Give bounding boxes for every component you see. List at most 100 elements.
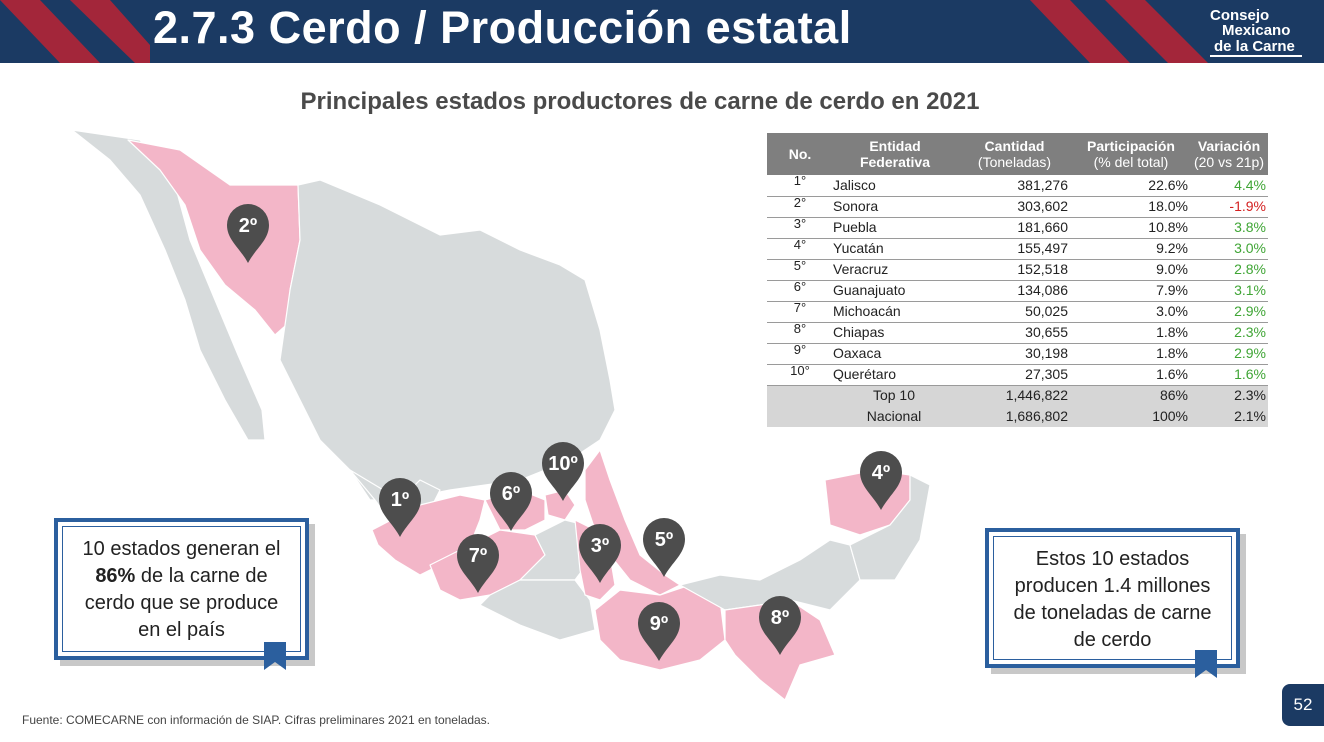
pin-9: 9º: [638, 602, 680, 661]
rank-cell: 10°: [767, 364, 833, 386]
entidad-cell: Oaxaca: [833, 343, 957, 365]
participacion-cell: 10.8%: [1072, 217, 1190, 239]
table-row: 1° Jalisco 381,276 22.6% 4.4%: [767, 174, 1268, 197]
production-table: No. Entidad Federativa Cantidad (Toneladas…: [767, 133, 1268, 427]
map-north: [279, 179, 616, 501]
participacion-cell: 9.0%: [1072, 259, 1190, 281]
map-sonora: [127, 139, 301, 336]
cantidad-cell: 381,276: [957, 175, 1072, 197]
table-row: 9° Oaxaca 30,198 1.8% 2.9%: [767, 343, 1268, 365]
svg-text:6º: 6º: [502, 483, 520, 505]
map-pins: 2º 1º 6º 10º 7º 3º 5º 9º: [227, 204, 902, 661]
variacion-cell: -1.9%: [1190, 196, 1268, 218]
total-row: Nacional 1,686,802 100% 2.1%: [767, 406, 1268, 427]
variacion-cell: 3.8%: [1190, 217, 1268, 239]
map-quintana-roo: [849, 474, 931, 581]
table-row: 6° Guanajuato 134,086 7.9% 3.1%: [767, 280, 1268, 302]
entidad-cell: Sonora: [833, 196, 957, 218]
participacion-cell: 18.0%: [1072, 196, 1190, 218]
entidad-cell: Querétaro: [833, 364, 957, 386]
bookmark-icon: [1195, 650, 1217, 678]
participacion-cell: 22.6%: [1072, 175, 1190, 197]
svg-text:7º: 7º: [469, 545, 487, 567]
entidad-cell: Chiapas: [833, 322, 957, 344]
variacion-cell: 3.1%: [1190, 280, 1268, 302]
entidad-cell: Veracruz: [833, 259, 957, 281]
entidad-cell: Yucatán: [833, 238, 957, 260]
cantidad-cell: 27,305: [957, 364, 1072, 386]
header-entidad: Entidad Federativa: [833, 133, 957, 175]
svg-text:3º: 3º: [591, 535, 609, 557]
cantidad-cell: 303,602: [957, 196, 1072, 218]
chart-subtitle: Principales estados productores de carne…: [300, 88, 980, 115]
svg-text:4º: 4º: [872, 462, 890, 484]
pin-4: 4º: [860, 451, 902, 510]
cantidad-cell: 50,025: [957, 301, 1072, 323]
header-bar: 2.7.3 Cerdo / Producción estatal Consejo…: [0, 0, 1324, 63]
total-participacion-cell: 86%: [1072, 385, 1190, 406]
page-number: 52: [1282, 684, 1324, 726]
rank-cell: 6°: [767, 280, 833, 302]
pin-6: 6º: [490, 472, 532, 531]
callout-left: 10 estados generan el 86% de la carne de…: [54, 518, 309, 670]
svg-text:5º: 5º: [655, 529, 673, 551]
header-decoration-left: [0, 0, 150, 63]
rank-cell: 3°: [767, 217, 833, 239]
header-no: No.: [767, 133, 833, 175]
table-header-row: No. Entidad Federativa Cantidad (Toneladas…: [767, 133, 1268, 175]
variacion-cell: 2.8%: [1190, 259, 1268, 281]
cantidad-cell: 134,086: [957, 280, 1072, 302]
pin-10: 10º: [542, 442, 584, 501]
cantidad-cell: 152,518: [957, 259, 1072, 281]
map-baja-california: [71, 129, 266, 441]
pin-2: 2º: [227, 204, 269, 263]
header-decoration-right: [1030, 0, 1208, 63]
rank-cell: 1°: [767, 174, 833, 197]
svg-text:10º: 10º: [548, 453, 578, 475]
table-row: 2° Sonora 303,602 18.0% -1.9%: [767, 196, 1268, 218]
svg-text:8º: 8º: [771, 607, 789, 629]
table-row: 4° Yucatán 155,497 9.2% 3.0%: [767, 238, 1268, 260]
cantidad-cell: 30,198: [957, 343, 1072, 365]
entidad-cell: Michoacán: [833, 301, 957, 323]
bookmark-icon: [264, 642, 286, 670]
total-participacion-cell: 100%: [1072, 406, 1190, 427]
table-row: 7° Michoacán 50,025 3.0% 2.9%: [767, 301, 1268, 323]
variacion-cell: 3.0%: [1190, 238, 1268, 260]
rank-cell: 4°: [767, 238, 833, 260]
entidad-cell: Jalisco: [833, 175, 957, 197]
svg-text:1º: 1º: [391, 489, 409, 511]
cantidad-cell: 155,497: [957, 238, 1072, 260]
participacion-cell: 1.6%: [1072, 364, 1190, 386]
source-footnote: Fuente: COMECARNE con información de SIA…: [22, 713, 491, 727]
total-cantidad-cell: 1,446,822: [957, 385, 1072, 406]
rank-cell: 9°: [767, 343, 833, 365]
entidad-cell: Guanajuato: [833, 280, 957, 302]
logo: Consejo Mexicano de la Carne: [1210, 8, 1310, 57]
participacion-cell: 9.2%: [1072, 238, 1190, 260]
rank-cell: 5°: [767, 259, 833, 281]
header-participacion: Participación (% del total): [1072, 133, 1190, 175]
cantidad-cell: 181,660: [957, 217, 1072, 239]
callout-right: Estos 10 estados producen 1.4 millones d…: [985, 528, 1240, 678]
total-label-cell: Top 10: [833, 385, 957, 406]
variacion-cell: 2.9%: [1190, 343, 1268, 365]
pin-5: 5º: [643, 518, 685, 577]
participacion-cell: 1.8%: [1072, 322, 1190, 344]
participacion-cell: 1.8%: [1072, 343, 1190, 365]
total-blank-cell: [767, 406, 833, 427]
total-label-cell: Nacional: [833, 406, 957, 427]
participacion-cell: 7.9%: [1072, 280, 1190, 302]
participacion-cell: 3.0%: [1072, 301, 1190, 323]
total-row: Top 10 1,446,822 86% 2.3%: [767, 385, 1268, 406]
pin-7: 7º: [457, 534, 499, 593]
cantidad-cell: 30,655: [957, 322, 1072, 344]
entidad-cell: Puebla: [833, 217, 957, 239]
table-row: 10° Querétaro 27,305 1.6% 1.6%: [767, 364, 1268, 386]
table-row: 8° Chiapas 30,655 1.8% 2.3%: [767, 322, 1268, 344]
variacion-cell: 4.4%: [1190, 175, 1268, 197]
svg-text:2º: 2º: [239, 215, 257, 237]
total-variacion-cell: 2.3%: [1190, 385, 1268, 406]
total-blank-cell: [767, 385, 833, 406]
rank-cell: 2°: [767, 196, 833, 218]
